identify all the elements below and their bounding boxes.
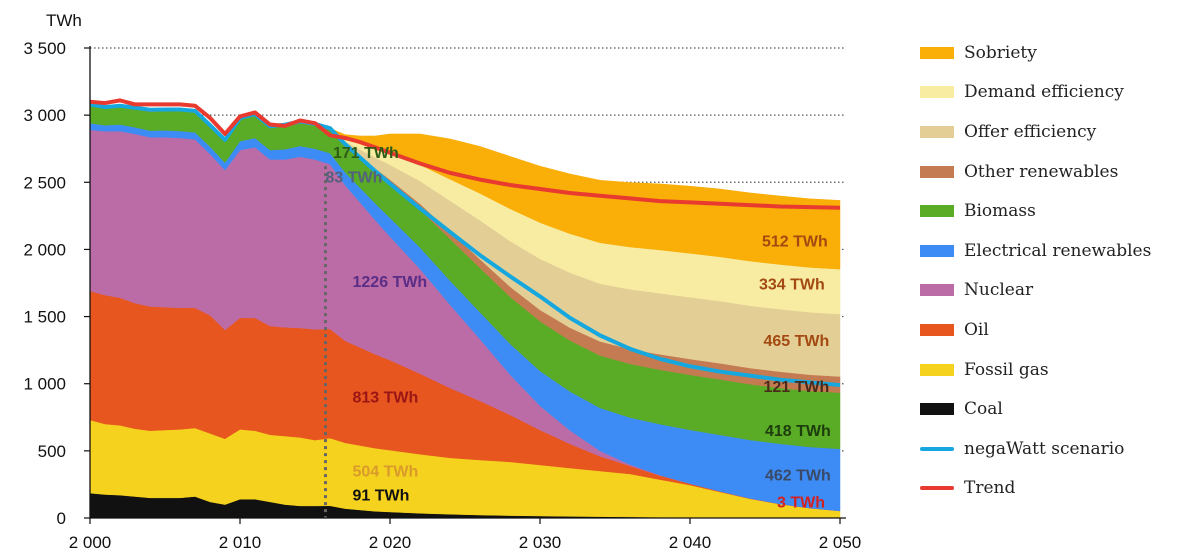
legend-label: Fossil gas xyxy=(964,359,1049,380)
legend-label: Other renewables xyxy=(964,161,1119,182)
legend-item-negawatt-scenario: negaWatt scenario xyxy=(920,429,1175,469)
legend-label: Oil xyxy=(964,319,989,340)
value-label: 813 TWh xyxy=(353,390,419,407)
legend-item-coal: Coal xyxy=(920,389,1175,429)
legend-label: Demand efficiency xyxy=(964,82,1124,103)
value-label: 504 TWh xyxy=(353,463,419,480)
x-tick-label: 2 010 xyxy=(219,533,262,552)
y-axis-unit: TWh xyxy=(46,11,82,30)
legend-label: Coal xyxy=(964,399,1003,420)
value-label: 462 TWh xyxy=(765,467,831,484)
value-label: 465 TWh xyxy=(764,333,830,350)
legend-swatch xyxy=(920,205,954,218)
value-label: 1226 TWh xyxy=(353,274,428,291)
energy-area-chart: 0 500 1 000 1 500 2 000 2 500 3 000 3 500 2 000 2… xyxy=(23,11,861,552)
y-tick-label: 2 500 xyxy=(23,173,66,192)
y-tick-label: 500 xyxy=(38,442,66,461)
axes: 0 500 1 000 1 500 2 000 2 500 3 000 3 500 2 000 2… xyxy=(23,11,861,552)
legend-swatch xyxy=(920,284,954,297)
y-tick-label: 1 500 xyxy=(23,308,66,327)
value-label: 334 TWh xyxy=(759,277,825,294)
legend-swatch xyxy=(920,165,954,178)
y-tick-label: 0 xyxy=(57,509,66,528)
x-tick-label: 2 050 xyxy=(819,533,862,552)
legend-swatch xyxy=(920,403,954,416)
x-tick-label: 2 020 xyxy=(369,533,412,552)
legend-item-demand-efficiency: Demand efficiency xyxy=(920,73,1175,113)
legend-label: Offer efficiency xyxy=(964,121,1097,142)
line-negawatt-scenario xyxy=(89,102,841,388)
legend-swatch xyxy=(920,363,954,376)
value-label: 512 TWh xyxy=(762,234,828,251)
legend-label: negaWatt scenario xyxy=(964,438,1125,459)
legend-item-biomass: Biomass xyxy=(920,191,1175,231)
y-tick-label: 1 000 xyxy=(23,375,66,394)
x-tick-label: 2 000 xyxy=(69,533,112,552)
x-tick-label: 2 040 xyxy=(669,533,712,552)
value-label: 83 TWh xyxy=(326,169,383,186)
legend-item-fossil-gas: Fossil gas xyxy=(920,350,1175,390)
legend-item-nuclear: Nuclear xyxy=(920,271,1175,311)
y-tick-label: 2 000 xyxy=(23,240,66,259)
legend-item-electrical-renewables: Electrical renewables xyxy=(920,231,1175,271)
y-tick-label: 3 500 xyxy=(23,39,66,58)
legend-item-other-renewables: Other renewables xyxy=(920,152,1175,192)
value-annotations: 171 TWh 83 TWh 1226 TWh 813 TWh 504 TWh 91 TW… xyxy=(326,145,831,511)
legend-swatch xyxy=(920,46,954,59)
legend-swatch xyxy=(920,486,954,491)
legend-label: Trend xyxy=(964,478,1016,499)
value-label: 91 TWh xyxy=(353,488,410,505)
value-label: 3 TWh xyxy=(777,494,825,511)
scenario-lines xyxy=(89,98,841,388)
legend-swatch xyxy=(920,244,954,257)
legend-swatch xyxy=(920,86,954,99)
value-label: 121 TWh xyxy=(764,379,830,396)
y-tick-label: 3 000 xyxy=(23,106,66,125)
legend-item-trend: Trend xyxy=(920,469,1175,509)
legend-swatch xyxy=(920,323,954,336)
legend-item-offer-efficiency: Offer efficiency xyxy=(920,112,1175,152)
legend-label: Nuclear xyxy=(964,280,1034,301)
value-label: 418 TWh xyxy=(765,423,831,440)
legend-item-sobriety: Sobriety xyxy=(920,33,1175,73)
legend-swatch xyxy=(920,125,954,138)
legend-label: Biomass xyxy=(964,201,1036,222)
chart-legend: Sobriety Demand efficiency Offer efficienc… xyxy=(920,33,1175,508)
x-tick-label: 2 030 xyxy=(519,533,562,552)
legend-label: Electrical renewables xyxy=(964,240,1152,261)
legend-item-oil: Oil xyxy=(920,310,1175,350)
legend-swatch xyxy=(920,446,954,451)
value-label: 171 TWh xyxy=(333,145,399,162)
legend-label: Sobriety xyxy=(964,42,1037,63)
stacked-areas xyxy=(89,104,841,519)
line-trend xyxy=(89,98,841,210)
